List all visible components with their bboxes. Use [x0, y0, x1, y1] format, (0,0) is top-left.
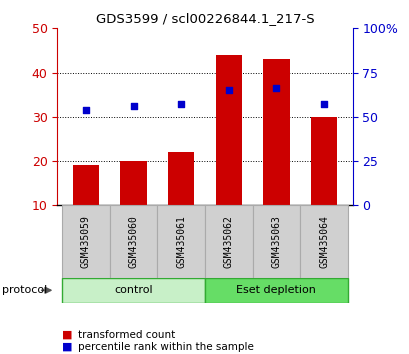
- Bar: [62, 278, 204, 303]
- Text: GSM435063: GSM435063: [271, 215, 281, 268]
- Point: [83, 107, 89, 113]
- Bar: [263, 59, 289, 205]
- Text: GSM435060: GSM435060: [128, 215, 138, 268]
- Text: GSM435064: GSM435064: [318, 215, 328, 268]
- Bar: [215, 55, 241, 205]
- Text: ■: ■: [61, 342, 72, 352]
- Bar: [204, 278, 347, 303]
- Text: transformed count: transformed count: [78, 330, 175, 339]
- Text: GSM435062: GSM435062: [223, 215, 233, 268]
- Point: [272, 85, 279, 91]
- Point: [225, 87, 231, 93]
- Bar: [168, 152, 194, 205]
- Bar: [310, 117, 336, 205]
- Bar: [299, 205, 347, 278]
- Text: GDS3599 / scl00226844.1_217-S: GDS3599 / scl00226844.1_217-S: [95, 12, 314, 25]
- Point: [178, 101, 184, 107]
- Text: protocol: protocol: [2, 285, 47, 295]
- Bar: [252, 205, 299, 278]
- Text: percentile rank within the sample: percentile rank within the sample: [78, 342, 253, 352]
- Text: GSM435059: GSM435059: [81, 215, 91, 268]
- Bar: [120, 161, 146, 205]
- Point: [130, 103, 137, 109]
- Bar: [204, 205, 252, 278]
- Bar: [73, 166, 99, 205]
- Bar: [62, 205, 110, 278]
- Text: control: control: [114, 285, 153, 295]
- Bar: [110, 205, 157, 278]
- Bar: [157, 205, 204, 278]
- Point: [320, 101, 326, 107]
- Text: Eset depletion: Eset depletion: [236, 285, 316, 295]
- Text: GSM435061: GSM435061: [176, 215, 186, 268]
- Text: ■: ■: [61, 330, 72, 339]
